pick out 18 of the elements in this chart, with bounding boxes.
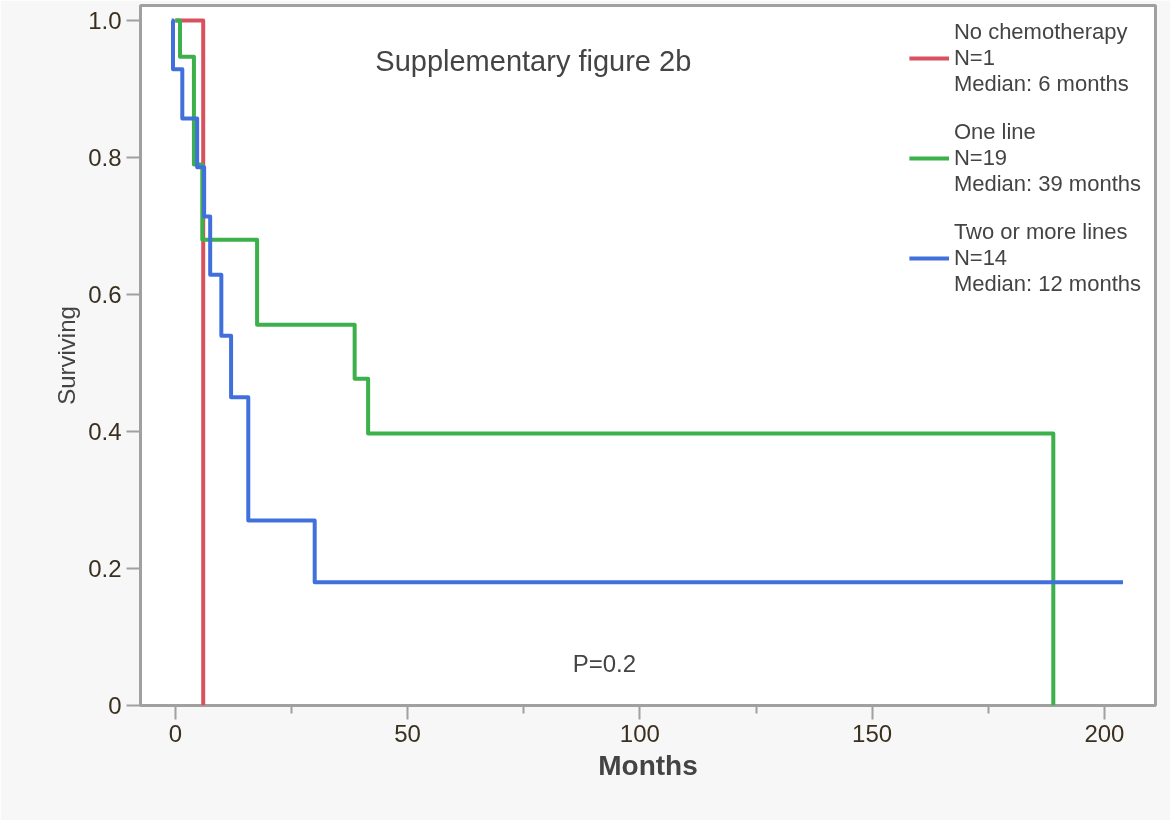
y-tick-label: 0.6 [88,281,122,309]
x-tick-label: 50 [394,719,421,747]
x-tick-label: 150 [852,719,893,747]
y-tick-label: 0 [108,692,122,719]
y-tick-label: 0.4 [88,418,122,446]
legend-label: No chemotherapy N=1 Median: 6 months [953,19,1129,97]
legend-label: One line N=19 Median: 39 months [953,119,1141,197]
x-tick-label: 0 [168,719,183,747]
legend-label: Two or more lines N=14 Median: 12 months [953,219,1141,297]
y-axis-title: Surviving [53,306,81,405]
text: Supplementary figure 2b [375,44,692,77]
x-tick-label: 100 [619,719,660,747]
y-tick-label: 1.0 [88,7,122,35]
y-tick-label: 0.2 [88,555,122,583]
x-tick-label: 200 [1084,719,1125,747]
y-tick-label: 0.8 [88,144,122,172]
x-axis-title: Months [598,749,698,781]
annotation: P=0.2 [572,650,637,677]
